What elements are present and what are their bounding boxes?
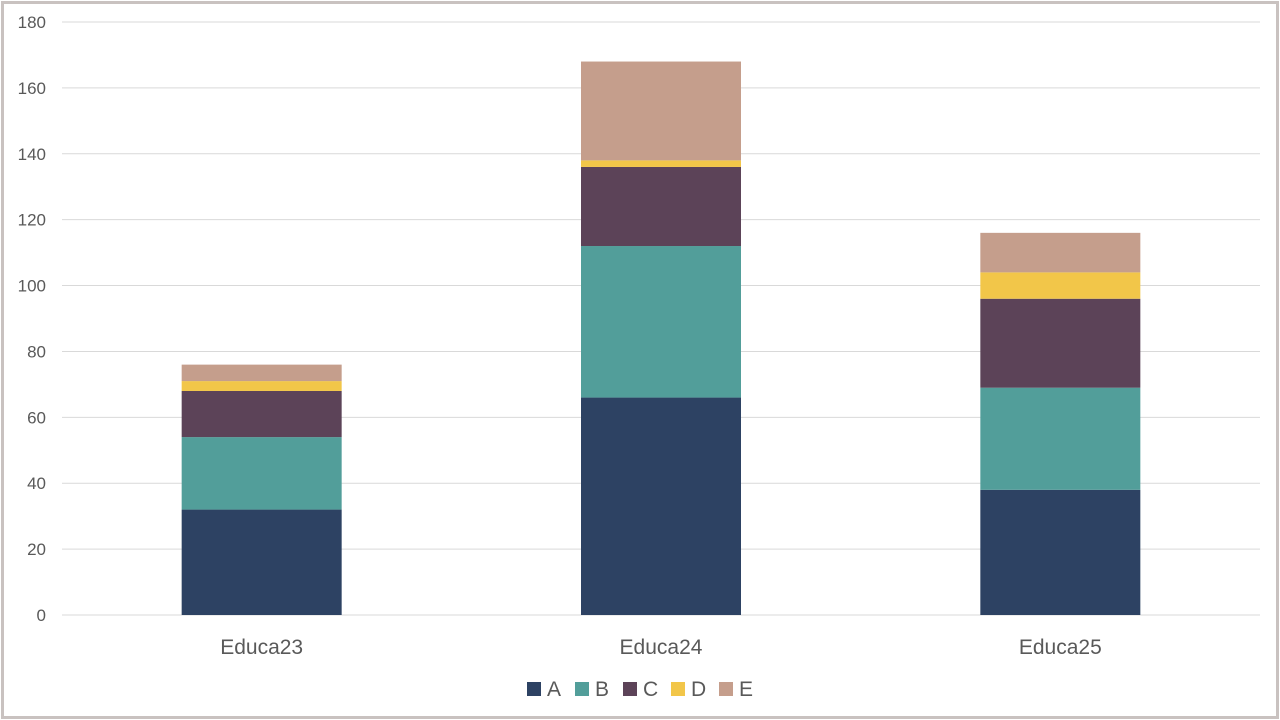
legend-swatch-A [527, 682, 541, 696]
bar-segment-D-Educa24 [581, 160, 741, 167]
bar-segment-C-Educa25 [980, 298, 1141, 388]
bar-segment-E-Educa25 [980, 232, 1141, 273]
bar-segment-D-Educa23 [181, 381, 342, 391]
bar-segment-E-Educa24 [581, 61, 741, 161]
legend-swatch-E [719, 682, 733, 696]
y-tick-label: 160 [18, 79, 46, 98]
y-tick-label: 80 [27, 342, 46, 361]
bar-segment-B-Educa23 [181, 437, 342, 510]
bar-segment-B-Educa25 [980, 387, 1141, 490]
y-tick-label: 180 [18, 13, 46, 32]
y-tick-label: 100 [18, 277, 46, 296]
bar-segment-D-Educa25 [980, 272, 1141, 299]
bar-segment-C-Educa24 [581, 166, 741, 247]
y-tick-label: 0 [37, 606, 46, 625]
y-tick-label: 140 [18, 145, 46, 164]
y-tick-label: 40 [27, 474, 46, 493]
legend-label-C: C [643, 678, 658, 701]
legend-swatch-D [671, 682, 685, 696]
y-tick-label: 20 [27, 540, 46, 559]
bar-segment-C-Educa23 [181, 390, 342, 438]
legend-swatch-C [623, 682, 637, 696]
legend-label-D: D [691, 678, 706, 701]
y-tick-label: 60 [27, 408, 46, 427]
legend-label-E: E [739, 678, 753, 701]
bar-segment-A-Educa25 [980, 489, 1141, 615]
x-tick-label: Educa25 [1019, 636, 1102, 659]
legend-label-B: B [595, 678, 609, 701]
bar-segment-E-Educa23 [181, 364, 342, 382]
legend-swatch-B [575, 682, 589, 696]
bar-segment-A-Educa24 [581, 397, 741, 615]
y-tick-label: 120 [18, 211, 46, 230]
bar-segment-B-Educa24 [581, 246, 741, 398]
legend-label-A: A [547, 678, 561, 701]
bar-segment-A-Educa23 [181, 509, 342, 615]
x-tick-label: Educa23 [220, 636, 303, 659]
x-tick-label: Educa24 [620, 636, 703, 659]
